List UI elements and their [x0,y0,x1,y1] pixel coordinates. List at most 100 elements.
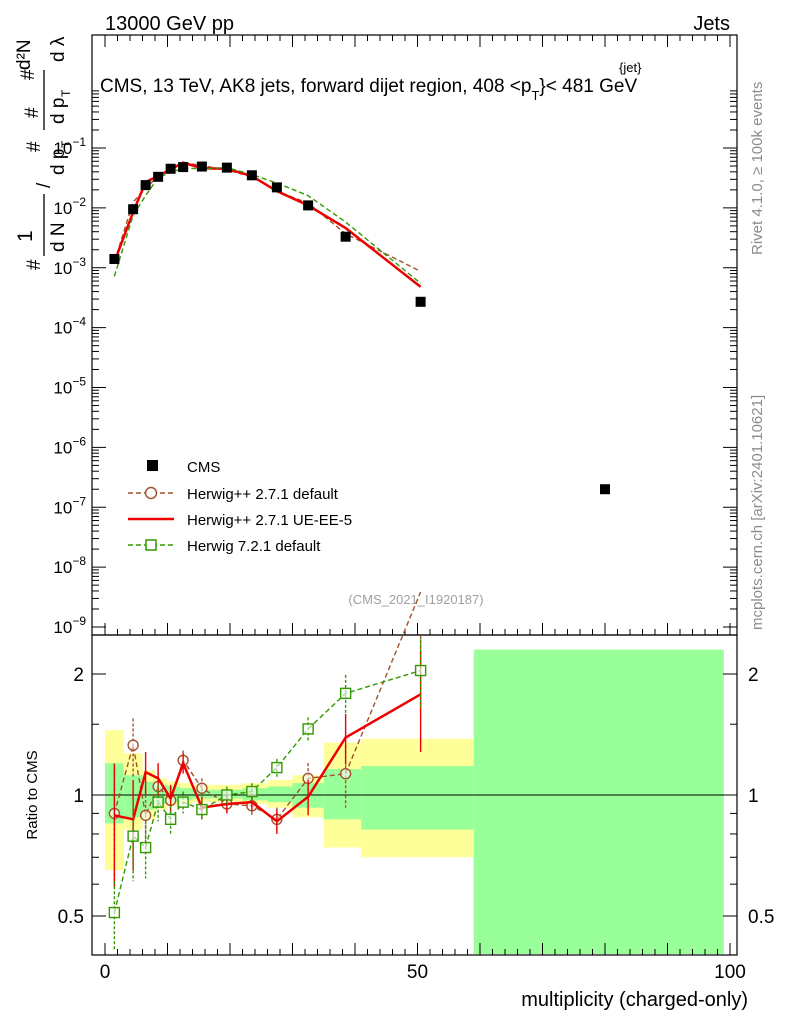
svg-text:d p: d p [48,98,69,124]
y-tick-label: 10−5 [53,375,86,398]
svg-text:#: # [24,259,45,270]
ratio-herwig-7-2-1-default-point [302,723,314,735]
ratio-herwig-7-2-1-default-point [246,785,258,798]
y-tick-label: 10−7 [53,494,86,517]
svg-text:d p: d p [48,149,69,175]
ratio-herwig-7-2-1-default-point [164,813,177,826]
ratio-herwig-7-2-1-default-point [127,830,139,842]
analysis-id-watermark: (CMS_2021_I1920187) [348,592,483,607]
y-tick-label: 10−6 [53,434,86,457]
svg-text:#: # [18,69,39,80]
ratio-tick-label-left: 0.5 [58,907,84,928]
y-tick-label: 10−9 [53,614,86,637]
y-tick-exponent: −4 [72,315,86,329]
ratio-herwig-7-2-1-default-point [108,906,121,919]
main-cms-point [140,180,151,191]
x-axis-label: multiplicity (charged-only) [521,989,748,1011]
main-cms-point [246,170,257,181]
main-cms-point [221,162,232,173]
ratio-herwig-7-2-1-default-point [139,841,152,854]
main-cms-point [271,182,282,193]
svg-text:d²N: d²N [14,39,35,70]
y-tick-exponent: −2 [72,195,86,209]
plot-title-sub: T [531,88,539,103]
ratio-plot-data [108,591,427,951]
main-plot-data [109,161,610,495]
y-tick-exponent: −6 [72,434,86,448]
ratio-band-green [473,649,724,954]
y-tick-exponent: −7 [72,494,86,508]
main-cms-point [178,162,189,173]
x-tick-label: 100 [714,962,746,983]
y-tick-exponent: −8 [72,554,86,568]
ratio-herwig-7-2-1-default-point [196,803,208,816]
ratio-band-green [361,766,474,830]
y-tick-exponent: −3 [72,255,86,269]
legend-label-hpp-default: Herwig++ 2.7.1 default [187,486,339,503]
svg-text:1: 1 [14,230,37,242]
main-cms-point [165,163,176,174]
main-y-axis-label: # 1 d N / d p T # # d p T # d²N d λ [14,36,73,270]
main-axis-ticks: 10−910−810−710−610−510−410−310−210−1 [53,35,737,637]
main-cms-point [600,484,610,495]
main-cms-point [196,161,207,172]
ratio-herwig-2-7-1-default-point [196,782,208,794]
x-tick-label: 50 [407,962,428,983]
main-cms-point [153,171,164,182]
ratio-herwig-2-7-1-default-point [127,739,139,751]
plot-title-sup: {jet} [619,60,642,75]
ratio-band-green [192,789,218,799]
ratio-tick-label-right: 2 [748,665,759,686]
ratio-herwig-7-2-1-default-point [414,664,427,677]
main-cms-point [109,254,120,265]
x-tick-label: 0 [100,962,111,983]
ratio-uncertainty-bands [105,649,724,954]
svg-text:d λ: d λ [48,36,69,62]
ratio-axis-ticks: 0.5 0.5 1 1 2 2 0 50 100 [58,665,775,983]
legend-marker-hpp-default [144,486,158,500]
ratio-herwig-7-2-1-default-point [177,796,189,808]
legend-label-cms: CMS [187,459,220,476]
svg-text:T: T [59,89,73,97]
ratio-herwig-7-2-1-default-point [152,796,164,808]
legend-marker-h7-default [145,539,157,551]
ratio-band-green [267,786,293,803]
ratio-herwig-7-2-1-default-point [271,761,283,774]
plot-title: CMS, 13 TeV, AK8 jets, forward dijet reg… [100,76,637,103]
y-tick-exponent: −9 [72,614,86,628]
ratio-herwig-2-7-1-default-point [339,767,352,780]
legend-label-hpp-ueee5: Herwig++ 2.7.1 UE-EE-5 [187,512,352,529]
y-tick-label: 10−2 [53,195,86,218]
header-process: 13000 GeV pp [105,13,234,35]
svg-text:#: # [24,141,45,152]
header-observable: Jets [693,13,730,35]
ratio-tick-label-left: 1 [73,786,84,807]
ratio-tick-label-left: 2 [73,665,84,686]
ratio-herwig-7-2-1-default-point [221,789,233,801]
ratio-herwig-2-7-1-default-point [139,809,152,822]
legend-label-h7-default: Herwig 7.2.1 default [187,538,321,555]
svg-text:d N: d N [48,222,69,252]
y-tick-exponent: −5 [72,375,86,389]
y-tick-label: 10−8 [53,554,86,577]
rivet-version-text: Rivet 4.1.0, ≥ 100k events [749,82,766,255]
mcplots-reference-text: mcplots.cern.ch [arXiv:2401.10621] [749,395,766,630]
main-cms-point [303,200,314,211]
y-tick-exponent: −1 [72,135,86,149]
legend-marker-cms [147,460,158,471]
legend: CMS Herwig++ 2.7.1 default Herwig++ 2.7.… [128,459,352,555]
svg-text:/: / [34,182,55,188]
ratio-y-axis-label: Ratio to CMS [24,750,41,839]
main-cms-point [340,231,351,242]
plot-title-end: }< 481 GeV [539,76,637,97]
ratio-tick-label-right: 0.5 [748,907,774,928]
ratio-herwig-7-2-1-default-point [339,687,352,700]
y-tick-label: 10−4 [53,315,86,338]
main-cms-point [128,204,139,215]
svg-text:T: T [59,140,73,148]
svg-text:#: # [22,107,43,118]
y-tick-label: 10−3 [53,255,86,278]
ratio-tick-label-right: 1 [748,786,759,807]
main-cms-point [415,296,426,307]
